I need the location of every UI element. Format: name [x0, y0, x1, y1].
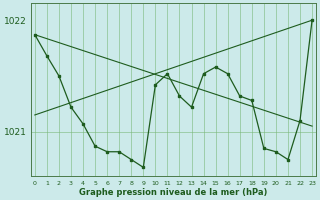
- X-axis label: Graphe pression niveau de la mer (hPa): Graphe pression niveau de la mer (hPa): [79, 188, 268, 197]
